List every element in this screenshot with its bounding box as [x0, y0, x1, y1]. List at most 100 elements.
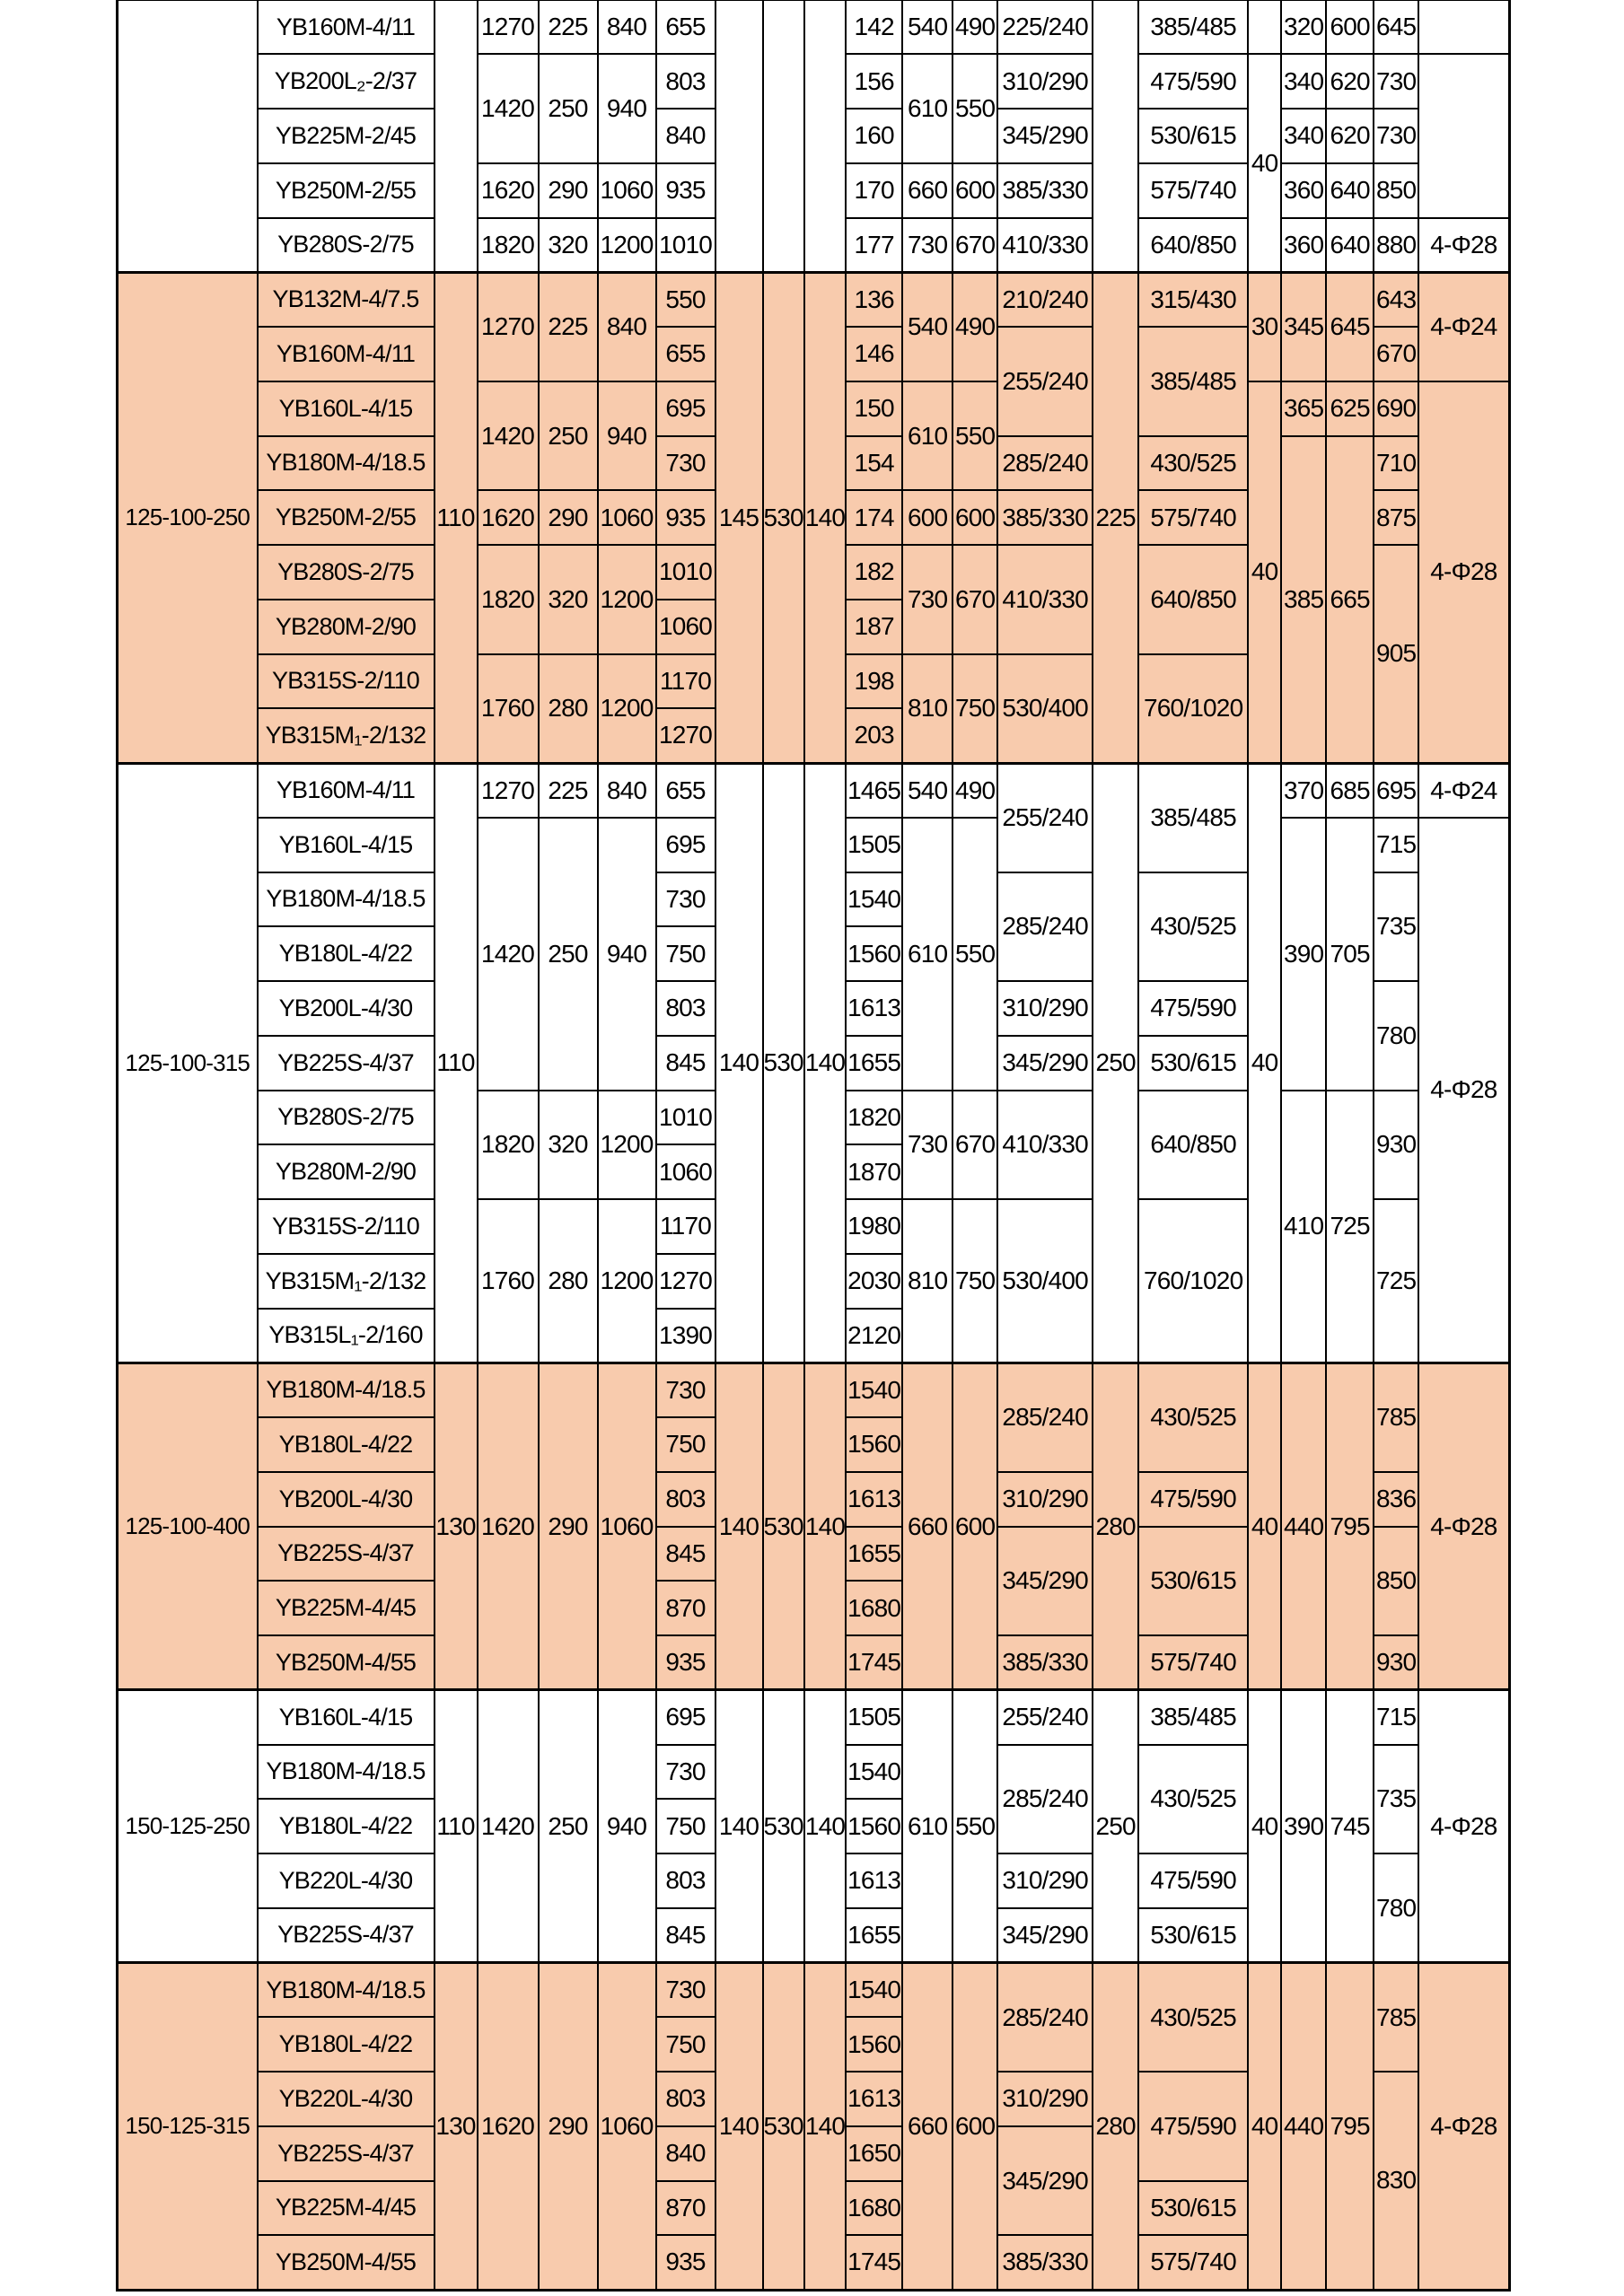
dimension-cell: 177 [845, 216, 904, 274]
dimension-cell: 1650 [845, 2125, 904, 2182]
table-row: YB180M-4/18.5 730 154 285/240 430/525 385 665 7… [118, 434, 1510, 764]
dimension-cell: 280 [1092, 1961, 1140, 2291]
dimension-cell: 1655 [845, 1525, 904, 1582]
motor-model-cell: YB225M-4/45 [256, 2179, 435, 2237]
dimension-cell: 1010 [654, 216, 716, 274]
dimension-cell: 850 [1373, 162, 1420, 219]
dimension-cell: 840 [654, 108, 716, 164]
dimension-cell: 280 [537, 653, 599, 764]
dimension-cell: 140 [803, 1688, 847, 1964]
dimension-cell: 530 [761, 1961, 805, 2291]
table-row: YB225M-2/45 840 160 345/290 530/615 340 620 730 [118, 108, 1510, 164]
dimension-cell: 345/290 [996, 1906, 1094, 1964]
dimension-cell: 785 [1373, 1961, 1420, 2073]
table-row: YB315S-2/110 1760 280 1200 1170 198 810 750 530/… [118, 653, 1510, 764]
dimension-cell: 385/485 [1137, 761, 1250, 873]
dimension-cell: 935 [654, 1634, 716, 1691]
dimension-cell: 935 [654, 489, 716, 546]
dimension-cell: 550 [952, 1688, 999, 1964]
dimension-cell: 620 [1325, 53, 1375, 110]
dimension-cell: 410/330 [996, 1089, 1094, 1200]
dimension-cell: 785 [1373, 1361, 1420, 1473]
dimension-cell: 610 [901, 816, 954, 1091]
dimension-cell: 1505 [845, 816, 904, 873]
dimension-cell: 1620 [476, 1961, 540, 2291]
dimension-cell: 110 [433, 761, 478, 1364]
table-row: YB225S-4/37 845 1655 345/290 530/615 [118, 1034, 1510, 1091]
dimension-cell: 795 [1325, 1961, 1375, 2291]
dimension-cell: 345/290 [996, 108, 1094, 164]
pump-model-cell [116, 0, 259, 274]
table-row: YB160L-4/15 1420 250 940 695 1505 610 550 390 705… [118, 816, 1511, 1364]
table-row: YB250M-2/55 1620 290 1060 935 174 600 600 385/33… [118, 489, 1510, 546]
dimension-cell: 1613 [845, 2071, 904, 2127]
dimension-cell: 730 [901, 216, 954, 274]
dimension-cell: 840 [596, 270, 657, 382]
motor-model-cell: YB200L-4/30 [256, 1470, 435, 1528]
dimension-cell: 280 [1092, 1361, 1140, 1691]
table-row: 125-100-315 YB160M-4/11 110 1270 225 840 655 14… [116, 761, 1511, 1364]
table-row: YB160M-4/11 1270 225 840 655 142 540 490 225/240… [116, 0, 1511, 274]
table-row: YB180M-4/18.5 730 1540 285/240 430/525 735 [118, 871, 1510, 982]
dimension-cell: 290 [537, 1961, 599, 2291]
dimension-cell: 385/485 [1137, 326, 1250, 437]
dimension-cell: 430/525 [1137, 871, 1250, 982]
dimension-cell: 345/290 [996, 1034, 1094, 1091]
dimension-cell: 140 [803, 761, 847, 1364]
motor-model-cell: YB315S-2/110 [256, 1198, 435, 1255]
dimension-cell: 530 [761, 1361, 805, 1691]
dimension-cell: 475/590 [1137, 980, 1250, 1037]
dimension-cell: 1540 [845, 1361, 904, 1418]
dimension-cell: 730 [654, 1743, 716, 1801]
motor-model-cell: YB225S-4/37 [256, 2125, 435, 2182]
table-row: YB225S-4/37 840 1650 345/290 [118, 2125, 1510, 2237]
dimension-cell: 660 [901, 162, 954, 219]
dimension-cell: 490 [952, 270, 999, 382]
dimension-cell: 575/740 [1137, 162, 1250, 219]
dimension-cell: 640 [1325, 216, 1375, 274]
table-row: 125-100-400 YB180M-4/18.5 130 1620 290 1060 73… [116, 1361, 1511, 1691]
motor-model-cell: YB250M-4/55 [256, 1634, 435, 1691]
dimension-cell: 620 [1325, 108, 1375, 164]
dimension-cell: 610 [901, 1688, 954, 1964]
dimension-cell: 1060 [654, 598, 716, 655]
motor-model-cell: YB250M-4/55 [256, 2234, 435, 2291]
dimension-cell: 803 [654, 2071, 716, 2127]
motor-model-cell: YB160L-4/15 [256, 1688, 435, 1746]
motor-model-cell: YB225S-4/37 [256, 1525, 435, 1582]
dimension-cell: 530/615 [1137, 1525, 1250, 1636]
dimension-cell: 1010 [654, 1089, 716, 1146]
dimension-cell: 670 [1373, 326, 1420, 382]
motor-model-cell: YB180M-4/18.5 [256, 871, 435, 928]
dimension-cell: 385/485 [1137, 1688, 1250, 1746]
dimension-cell: 645 [1373, 0, 1420, 56]
dimension-cell: 530/615 [1137, 1906, 1250, 1964]
dimension-cell: 795 [1325, 1361, 1375, 1691]
pump-model-cell: 125-100-250 [116, 270, 259, 764]
dimension-cell: 142 [845, 0, 904, 56]
dimension-cell: 280 [537, 1197, 599, 1364]
dimension-cell: 530/615 [1137, 2179, 1250, 2237]
motor-model-cell: YB180M-4/18.5 [256, 1743, 435, 1801]
dimension-cell: 695 [654, 380, 716, 437]
dimension-cell: 310/290 [996, 2071, 1094, 2127]
dimension-cell: 250 [1092, 1688, 1140, 1964]
dimension-cell: 1980 [845, 1198, 904, 1255]
dimension-cell: 640 [1325, 162, 1375, 219]
dimension-cell: 475/590 [1137, 53, 1250, 110]
table-row: YB220L-4/30 803 1613 310/290 475/590 830 [118, 2071, 1510, 2291]
dimension-cell: 1060 [654, 1144, 716, 1200]
dimension-cell: 225 [537, 761, 599, 819]
dimension-cell: 655 [654, 0, 716, 56]
dimension-cell: 1745 [845, 2234, 904, 2291]
table-row: YB160L-4/15 1420 250 940 695 150 610 550 40 365 62… [118, 380, 1511, 765]
dimension-cell: 640/850 [1137, 1089, 1250, 1200]
dimension-cell: 285/240 [996, 434, 1094, 492]
table-row: 150-125-315 YB180M-4/18.5 130 1620 290 1060 73… [116, 1961, 1511, 2291]
dimension-cell: 540 [901, 761, 954, 819]
dimension-cell: 1010 [654, 544, 716, 600]
dimension-cell: 4-Φ28 [1418, 816, 1511, 1364]
motor-model-cell: YB220L-4/30 [256, 2071, 435, 2127]
dimension-cell: 110 [433, 1688, 478, 1964]
dimension-cell: 385 [1280, 434, 1328, 764]
